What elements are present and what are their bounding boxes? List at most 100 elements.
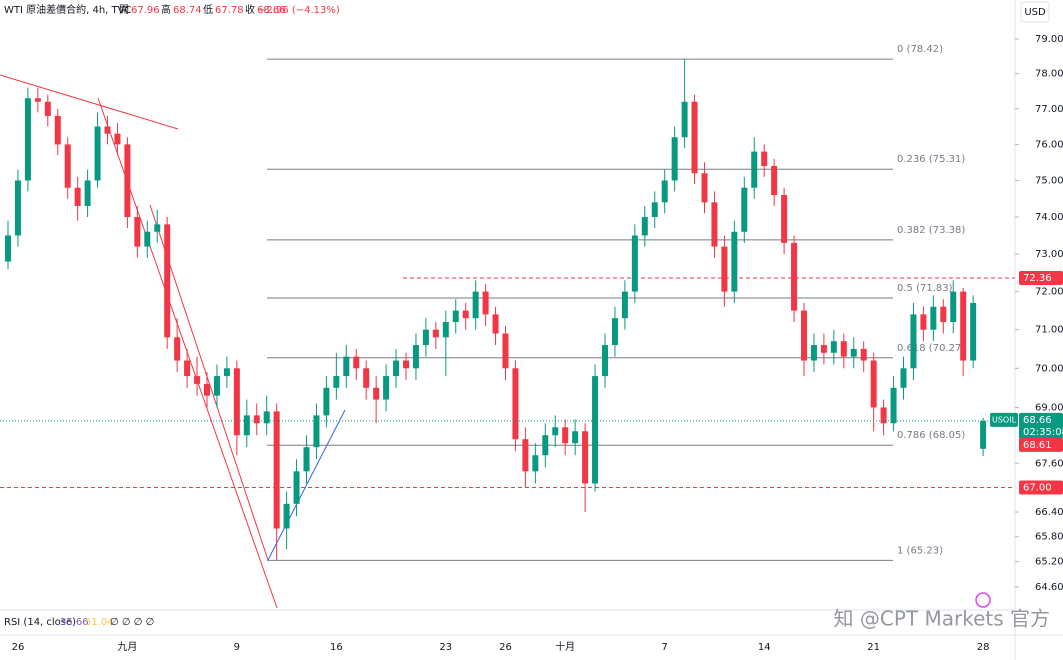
last-price-bg (1019, 412, 1063, 439)
ohlc-label: 收 (245, 3, 255, 16)
candle-body (223, 368, 230, 377)
candle-body (283, 503, 290, 529)
fib-label: 0.5 (71.83) (897, 283, 953, 294)
y-tick-label: 73.00 (1035, 249, 1063, 260)
candle-body (253, 415, 260, 424)
candle-body (681, 101, 688, 138)
candle-body (870, 360, 877, 408)
candle-body (970, 302, 977, 361)
candle-body (611, 318, 618, 346)
candle-body (960, 291, 967, 361)
candle-body (24, 98, 31, 181)
candle-body (273, 411, 280, 529)
candle-body (184, 360, 191, 377)
currency[interactable]: USD (1024, 7, 1046, 18)
candle-body (353, 356, 360, 369)
currency-button[interactable] (1020, 1, 1050, 23)
fib-label: 0.618 (70.27) (897, 343, 965, 354)
candle-body (781, 195, 788, 243)
y-tick-label: 65.20 (1035, 557, 1063, 568)
candle-body (840, 341, 847, 357)
change: −2.96 (−4.13%) (258, 5, 340, 16)
candle-body (562, 427, 569, 444)
resistance-tag: 72.36 (1023, 273, 1052, 284)
candle-body (243, 415, 250, 436)
x-tick-label: 九月 (117, 641, 137, 653)
y-tick-label: 79.00 (1035, 34, 1063, 45)
x-tick-label: 9 (234, 642, 240, 653)
fib-label: 0 (78.42) (897, 44, 943, 55)
candle-body (860, 348, 867, 361)
candle-body (552, 427, 559, 436)
candle-body (134, 217, 141, 247)
candle-body (621, 291, 628, 319)
ohlc-value: 68.66 (257, 5, 286, 16)
ohlc-label: 開 (119, 4, 129, 16)
candle-body (462, 310, 469, 319)
candle-body (84, 180, 91, 206)
rsi-ma: 51.04 (85, 617, 114, 628)
y-tick-label: 78.00 (1035, 69, 1063, 80)
candle-body (661, 180, 668, 203)
trend-line (0, 74, 179, 130)
candle-body (980, 420, 987, 449)
candle-body (850, 348, 857, 357)
candle-body (592, 376, 599, 484)
y-tick-label: 69.00 (1035, 402, 1063, 413)
candle-body (373, 387, 380, 400)
candle-body (313, 415, 320, 448)
y-tick-label: 77.00 (1035, 104, 1063, 115)
candle-body (452, 310, 459, 323)
candle-body (154, 224, 161, 232)
y-tick-label: 75.00 (1035, 175, 1063, 186)
rsi-label: RSI (14, close) (4, 617, 76, 628)
alert-icon[interactable] (975, 592, 991, 608)
y-tick-label: 67.60 (1035, 458, 1063, 469)
candle-body (114, 133, 121, 145)
candle-body (631, 235, 638, 292)
candle-body (691, 101, 698, 174)
candle-body (14, 180, 21, 236)
candle-body (303, 447, 310, 472)
candle-body (124, 144, 131, 218)
candle-body (522, 439, 529, 472)
candle-body (44, 101, 51, 116)
candle-body (94, 126, 101, 181)
ohlc-value: 68.74 (173, 5, 202, 16)
candle-body (602, 345, 608, 377)
symbol: WTI 原油差價合約, 4h, TVC (4, 3, 131, 16)
candle-body (174, 337, 181, 361)
symbol-tag-bg (990, 412, 1018, 427)
candle-body (771, 165, 778, 196)
candle-body (204, 383, 210, 396)
x-tick-label: 26 (12, 642, 25, 653)
candle-body (213, 376, 220, 396)
candle-body (472, 291, 479, 319)
candle-body (432, 329, 439, 338)
candle-body (671, 137, 678, 181)
x-tick-label: 十月 (555, 640, 575, 653)
candle-body (5, 235, 11, 262)
candle-body (492, 314, 499, 334)
candle-body (104, 126, 111, 134)
y-tick-label: 70.00 (1035, 363, 1063, 374)
candle-body (74, 187, 81, 206)
x-tick-label: 28 (977, 642, 990, 653)
candle-body (293, 471, 300, 504)
candle-body (54, 115, 61, 145)
candle-body (34, 98, 41, 102)
trend-line (267, 409, 346, 561)
candle-body (532, 455, 539, 472)
candle-body (641, 217, 648, 236)
fib-label: 0.236 (75.31) (897, 154, 965, 165)
support-tag: 67.00 (1023, 483, 1052, 494)
candle-body (900, 368, 907, 388)
bid-tag-bg (1019, 437, 1063, 452)
candle-body (64, 144, 71, 188)
symbol-tag: USOIL (992, 415, 1017, 424)
candle-body (820, 345, 827, 353)
y-tick-label: 64.60 (1035, 582, 1063, 593)
y-tick-label: 74.00 (1035, 212, 1063, 223)
candle-body (333, 376, 340, 388)
candle-body (711, 202, 718, 247)
